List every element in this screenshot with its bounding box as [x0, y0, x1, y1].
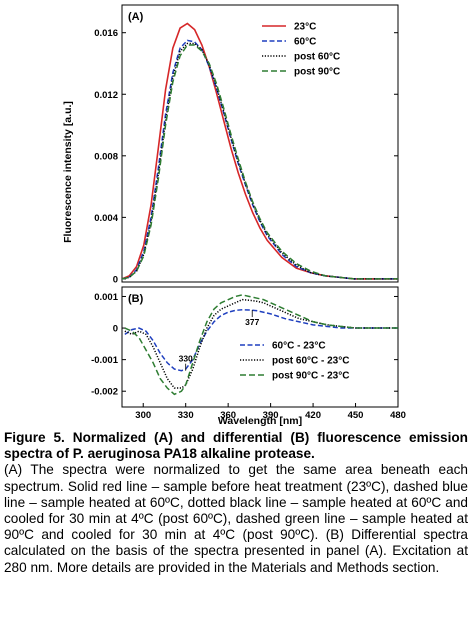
panel-b-series: [124, 294, 398, 396]
panel-b-x-tick-label: 420: [305, 410, 321, 421]
panel-b-series-line: [124, 308, 398, 372]
panel-a-series-line: [122, 44, 398, 280]
panel-b-annotations: 330 377: [179, 310, 260, 371]
panel-b-x-tick-label: 390: [263, 410, 279, 421]
panel-b-x-tick-label: 330: [178, 410, 194, 421]
panel-b-y-tick-label: 0: [113, 324, 118, 335]
panel-b-x-ticks: 300 330 360 390 420 450 480: [135, 403, 406, 421]
panel-b-annotation-label: 330: [179, 354, 193, 364]
panel-b-x-tick-label: 360: [220, 410, 236, 421]
figure-caption: Figure 5. Normalized (A) and differentia…: [4, 430, 468, 576]
panel-a-legend-label: 23°C: [294, 22, 316, 33]
panel-a-series-line: [122, 39, 398, 280]
panel-b-annotation-label: 377: [245, 317, 259, 327]
panel-b-x-tick-label: 450: [348, 410, 364, 421]
panel-b-x-tick-label: 300: [135, 410, 151, 421]
panel-a-series-line: [122, 42, 398, 280]
panel-b-y-ticks: 0.001 0 -0.001 -0.002: [91, 292, 398, 398]
panel-a-y-tick-label: 0: [113, 274, 118, 285]
panel-b-x-tick-label: 480: [390, 410, 406, 421]
panel-a: (A) 0 0.004 0.008 0.012 0.016 23°C 60°C post 6…: [62, 4, 399, 285]
caption-title: Figure 5. Normalized (A) and differentia…: [4, 430, 468, 462]
panel-a-series-line: [122, 22, 398, 280]
panel-a-y-tick-label: 0.016: [94, 28, 118, 39]
caption-body: (A) The spectra were normalized to get t…: [4, 462, 468, 575]
panel-a-legend: 23°C 60°C post 60°C post 90°C: [262, 22, 340, 78]
panel-b-y-tick-label: 0.001: [94, 292, 118, 303]
panel-a-tag: (A): [128, 11, 144, 23]
panel-b-x-axis-label: Wavelength [nm]: [218, 415, 302, 427]
panel-a-y-tick-label: 0.012: [94, 90, 118, 101]
panel-a-frame: [121, 4, 399, 283]
panel-b-y-tick-label: -0.001: [91, 355, 119, 366]
panel-a-series: [122, 22, 398, 280]
panel-b-legend-label: post 60°C - 23°C: [272, 356, 349, 367]
panel-b-y-tick-label: -0.002: [91, 387, 118, 398]
panel-a-y-tick-label: 0.004: [94, 213, 118, 224]
panel-a-legend-label: post 60°C: [294, 52, 340, 63]
panel-a-legend-label: post 90°C: [294, 67, 340, 78]
figure: (A) 0 0.004 0.008 0.012 0.016 23°C 60°C post 6…: [62, 4, 406, 427]
panel-b-legend-label: post 90°C - 23°C: [272, 371, 349, 382]
panel-b-legend-label: 60°C - 23°C: [272, 341, 326, 352]
panel-b-legend: 60°C - 23°C post 60°C - 23°C post 90°C - 2…: [240, 341, 349, 382]
panel-b-tag: (B): [128, 293, 144, 305]
panel-b-series-line: [124, 294, 398, 396]
panel-b: (B) 0.001 0 -0.001 -0.002 300 330 360 390 420 45…: [91, 286, 406, 427]
panel-b-frame: [121, 286, 399, 408]
panel-a-y-tick-label: 0.008: [94, 151, 118, 162]
panel-a-legend-label: 60°C: [294, 37, 316, 48]
panel-a-y-axis-label: Fluorescence intensity [a.u.]: [62, 101, 74, 243]
